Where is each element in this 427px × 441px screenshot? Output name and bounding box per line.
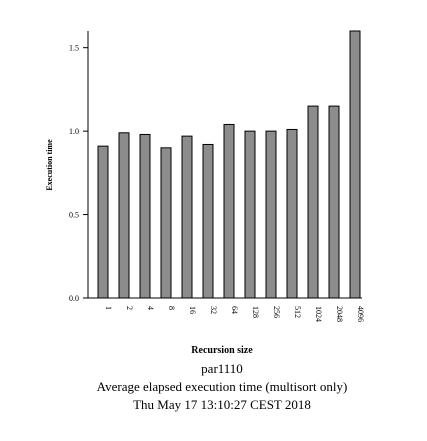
bar: [118, 132, 130, 299]
x-tick-label: 2048: [335, 306, 344, 322]
x-tick-label: 8: [167, 306, 176, 310]
x-tick-label: 4096: [356, 306, 365, 322]
y-tick-label: 0.0: [69, 294, 79, 303]
bar: [286, 128, 298, 299]
bar: [139, 133, 151, 299]
bar: [307, 105, 319, 299]
x-tick-label: 2: [125, 306, 134, 310]
y-axis-label: Execution time: [45, 139, 54, 191]
chart-subtitle: Average elapsed execution time (multisor…: [97, 379, 348, 394]
bar: [244, 130, 256, 299]
y-tick-label: 1.0: [69, 127, 79, 136]
x-tick-label: 16: [188, 306, 197, 314]
bar: [223, 123, 235, 299]
chart-title: par1110: [201, 361, 243, 376]
bar: [97, 145, 109, 299]
x-tick-label: 256: [272, 306, 281, 318]
y-tick-label: 1.5: [69, 44, 79, 53]
x-tick-label: 1024: [314, 306, 323, 322]
x-tick-label: 1: [104, 306, 113, 310]
y-tick-label: 0.5: [69, 211, 79, 220]
x-tick-label: 4: [146, 306, 155, 310]
x-axis-label: Recursion size: [191, 345, 253, 356]
x-tick-label: 512: [293, 306, 302, 318]
bar: [349, 30, 361, 299]
bar: [202, 143, 214, 299]
timestamp: Thu May 17 13:10:27 CEST 2018: [133, 397, 311, 412]
x-tick-label: 32: [209, 306, 218, 314]
bar: [181, 135, 193, 299]
bar: [328, 105, 340, 299]
x-tick-label: 128: [251, 306, 260, 318]
x-tick-label: 64: [230, 306, 239, 314]
bar: [160, 147, 172, 299]
bar: [265, 130, 277, 299]
